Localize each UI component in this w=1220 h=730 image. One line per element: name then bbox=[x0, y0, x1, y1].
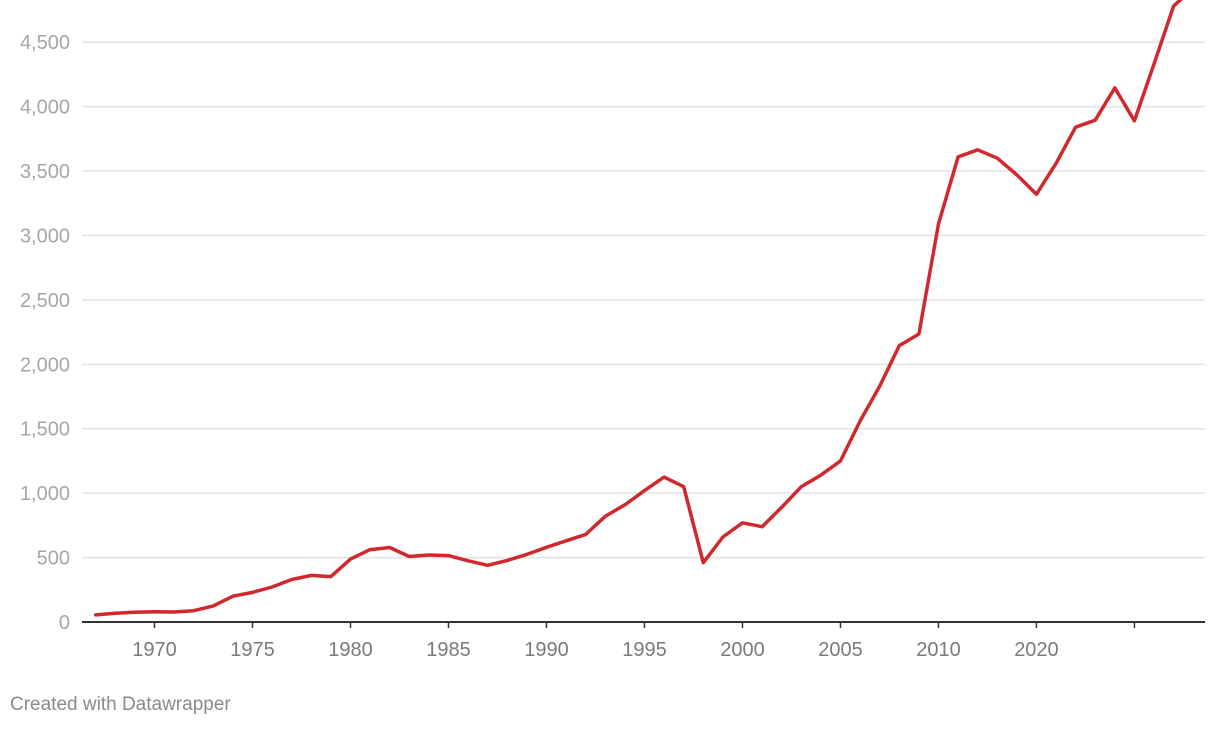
datawrapper-credit: Created with Datawrapper bbox=[10, 694, 231, 715]
y-tick-label: 0 bbox=[59, 612, 70, 634]
y-axis-tick-labels: 0 500 1,000 1,500 2,000 2,500 3,000 3,500 4,000 4… bbox=[20, 32, 70, 634]
x-tick-label: 1980 bbox=[328, 639, 373, 661]
x-tick-label: 2005 bbox=[818, 639, 863, 661]
y-tick-label: 3,000 bbox=[20, 225, 70, 247]
y-tick-label: 4,500 bbox=[20, 32, 70, 54]
series-line bbox=[93, 0, 1183, 617]
x-tick-label: 2020 bbox=[1014, 639, 1059, 661]
y-tick-label: 3,500 bbox=[20, 161, 70, 183]
y-tick-label: 2,000 bbox=[20, 354, 70, 376]
x-tick-label: 1970 bbox=[132, 639, 177, 661]
y-tick-label: 1,000 bbox=[20, 483, 70, 505]
series-layer bbox=[93, 0, 1183, 617]
line-chart: 0 500 1,000 1,500 2,000 2,500 3,000 3,500 4,000 4… bbox=[20, 0, 1205, 661]
gridlines bbox=[82, 41, 1205, 623]
x-tick-label: 1975 bbox=[230, 639, 275, 661]
y-tick-label: 500 bbox=[37, 548, 70, 570]
x-tick-label: 2010 bbox=[916, 639, 961, 661]
y-tick-label: 2,500 bbox=[20, 290, 70, 312]
x-tick-label: 1990 bbox=[524, 639, 569, 661]
y-tick-label: 1,500 bbox=[20, 419, 70, 441]
x-tick-label: 1995 bbox=[622, 639, 667, 661]
x-tick-label: 1985 bbox=[426, 639, 471, 661]
x-axis-tick-labels: 1970 1975 1980 1985 1990 1995 2000 2005 2010 2020 bbox=[132, 622, 1136, 661]
x-tick-label: 2000 bbox=[720, 639, 765, 661]
y-tick-label: 4,000 bbox=[20, 97, 70, 119]
